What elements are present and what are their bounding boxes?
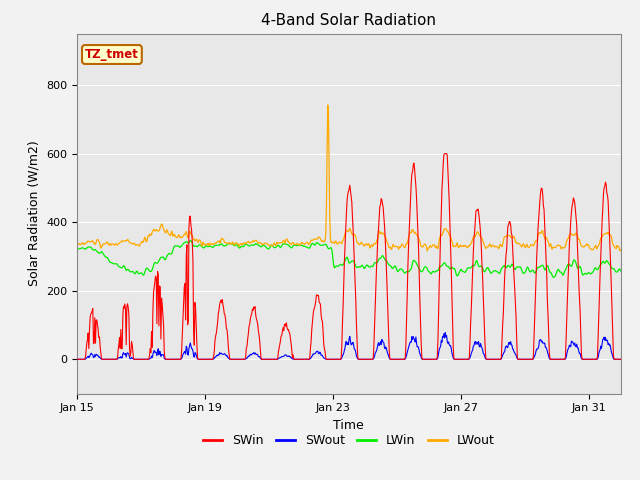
- Text: TZ_tmet: TZ_tmet: [85, 48, 139, 61]
- LWout: [355, 242, 363, 248]
- LWin: [135, 271, 143, 276]
- LWin: [490, 268, 497, 274]
- SWin: [401, 357, 408, 362]
- LWout: [135, 243, 143, 249]
- LWin: [147, 269, 154, 275]
- SWin: [617, 357, 625, 362]
- SWin: [73, 357, 81, 362]
- Line: SWout: SWout: [77, 332, 621, 360]
- LWin: [617, 268, 625, 274]
- X-axis label: Time: Time: [333, 419, 364, 432]
- SWout: [73, 357, 81, 362]
- LWout: [73, 243, 81, 249]
- SWout: [442, 329, 449, 335]
- SWout: [401, 357, 408, 362]
- LWout: [324, 102, 332, 108]
- SWin: [442, 151, 449, 156]
- LWout: [401, 244, 409, 250]
- LWout: [490, 243, 497, 249]
- SWout: [183, 345, 191, 351]
- SWin: [183, 242, 191, 248]
- LWin: [355, 264, 363, 269]
- SWin: [135, 357, 143, 362]
- LWin: [183, 239, 191, 245]
- LWout: [147, 231, 154, 237]
- LWin: [187, 238, 195, 243]
- SWin: [147, 346, 154, 351]
- SWout: [490, 357, 497, 362]
- LWin: [550, 275, 558, 280]
- SWin: [490, 357, 497, 362]
- Line: LWout: LWout: [77, 105, 621, 251]
- SWin: [355, 357, 362, 362]
- SWout: [617, 357, 625, 362]
- Y-axis label: Solar Radiation (W/m2): Solar Radiation (W/m2): [28, 141, 40, 287]
- Line: LWin: LWin: [77, 240, 621, 277]
- Line: SWin: SWin: [77, 154, 621, 360]
- LWout: [616, 248, 624, 254]
- LWout: [617, 247, 625, 253]
- SWout: [147, 356, 154, 361]
- LWin: [401, 270, 409, 276]
- SWout: [135, 357, 143, 362]
- Legend: SWin, SWout, LWin, LWout: SWin, SWout, LWin, LWout: [198, 429, 499, 452]
- SWout: [355, 357, 362, 362]
- Title: 4-Band Solar Radiation: 4-Band Solar Radiation: [261, 13, 436, 28]
- LWin: [73, 247, 81, 252]
- LWout: [183, 231, 191, 237]
